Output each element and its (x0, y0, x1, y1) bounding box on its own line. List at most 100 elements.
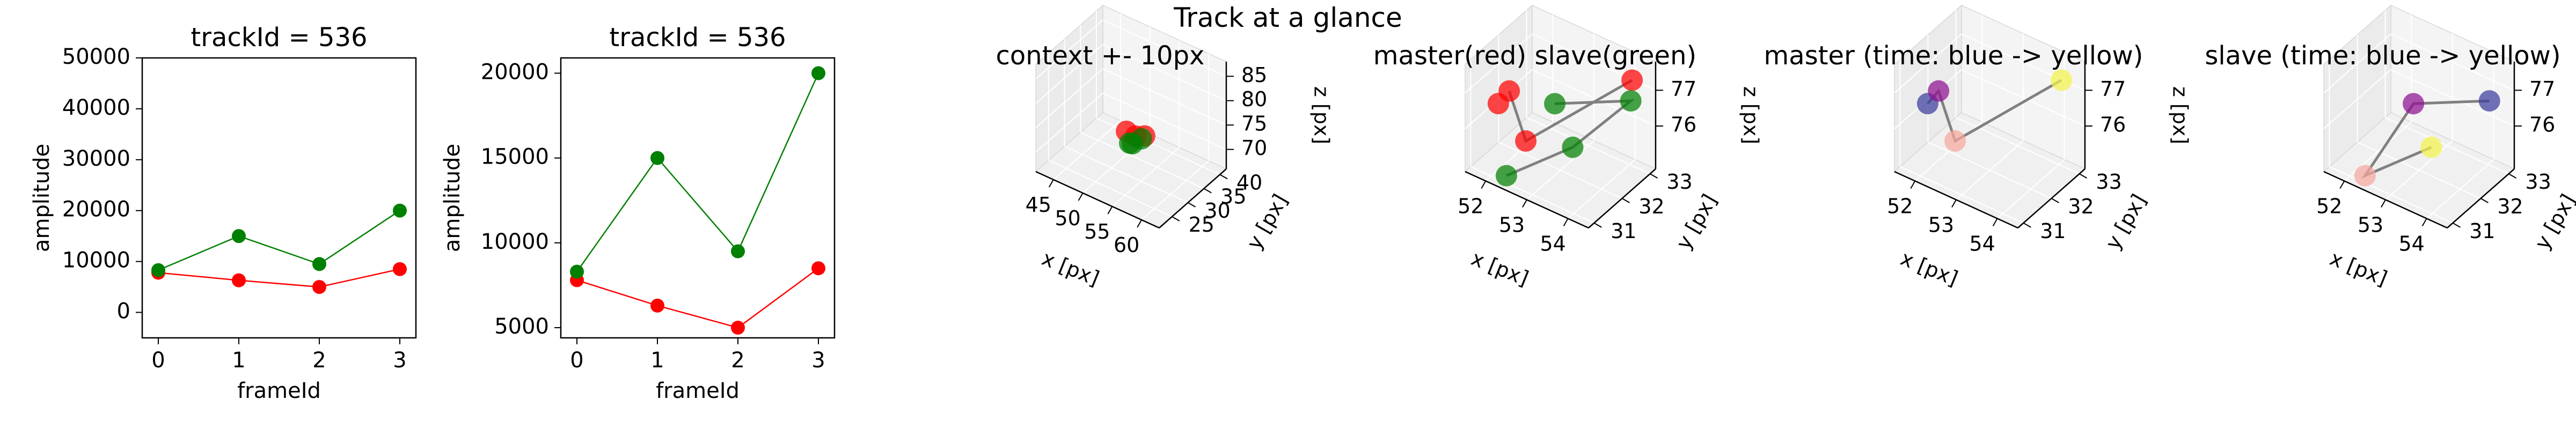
y-tick-mark (1219, 174, 1228, 180)
z-axis-label: z [px] (1310, 86, 1334, 144)
x-tick-label: 52 (1887, 195, 1913, 218)
z-tick-label: 76 (1671, 113, 1696, 137)
grid-line (1928, 142, 2052, 199)
chart-title: trackId = 536 (191, 23, 367, 53)
grid-line (2323, 69, 2391, 129)
y-axis-label: y [px] (2530, 190, 2576, 254)
x-tick-label: 53 (1499, 213, 1525, 237)
x-axis-label: x [px] (2326, 246, 2390, 290)
grid-line (2329, 166, 2453, 224)
y-tick-mark (2480, 198, 2489, 203)
x-tick-mark (1910, 181, 1916, 189)
series-0-point (811, 261, 825, 276)
data-point (1621, 69, 1643, 91)
grid-line (1498, 142, 1622, 199)
grid-line (1532, 69, 1656, 127)
x-tick-mark (2421, 218, 2427, 226)
y-axis-label: amplitude (30, 144, 54, 252)
x-tick-mark (1048, 179, 1054, 188)
y-tick-label: 31 (2040, 219, 2066, 243)
chart-title: master (time: blue -> yellow) (1764, 41, 2143, 71)
y-axis-label: y [px] (1242, 190, 1292, 254)
chart-title: context +- 10px (996, 41, 1205, 71)
data-point (1562, 136, 1584, 158)
grid-line (1035, 43, 1103, 104)
x-tick-label: 52 (2316, 195, 2342, 218)
x-tick-label: 1 (650, 348, 664, 373)
y-tick-label: 5000 (494, 314, 549, 339)
y-tick-label: 31 (1611, 219, 1636, 243)
grid-line (1053, 120, 1121, 180)
y-tick-mark (1203, 188, 1212, 194)
y-tick-mark (2452, 222, 2461, 228)
trajectory-1 (1505, 99, 1635, 177)
y-tick-label: 20000 (62, 197, 130, 222)
x-tick-label: 2 (312, 348, 326, 373)
grid-line (2385, 117, 2509, 175)
y-tick-label: 40000 (62, 95, 130, 120)
x-axis-label: frameId (237, 379, 321, 403)
grid-line (1080, 131, 1204, 189)
grid-line (2357, 142, 2481, 199)
x-tick-label: 55 (1084, 220, 1110, 243)
data-point (1495, 165, 1517, 187)
z-tick-label: 76 (2100, 113, 2126, 137)
z-tick-label: 77 (1671, 77, 1696, 101)
series-1-point (151, 263, 165, 277)
data-point (1487, 93, 1509, 115)
series-1-point (811, 66, 825, 80)
grid-line (1102, 92, 1227, 150)
data-point (1515, 130, 1537, 152)
z-tick-label: 85 (1241, 63, 1267, 87)
plot-frame (141, 57, 417, 339)
data-point (2354, 165, 2376, 187)
x-tick-label: 0 (151, 348, 165, 373)
data-point (1944, 130, 1966, 152)
trajectory-0 (2361, 99, 2490, 179)
grid-line (2390, 69, 2515, 127)
y-tick-mark (2023, 222, 2031, 228)
series-0-point (650, 298, 664, 313)
x-tick-label: 1 (232, 348, 245, 373)
chart-title: trackId = 536 (609, 23, 786, 53)
data-point (2420, 136, 2442, 158)
y-axis-line (1159, 168, 1227, 228)
x-tick-mark (1078, 193, 1084, 201)
x-tick-label: 53 (2358, 213, 2383, 237)
grid-line (1102, 68, 1227, 126)
plot-frame (560, 57, 836, 339)
grid-line (1102, 43, 1227, 101)
x-tick-mark (1992, 218, 1998, 226)
chart-title: slave (time: blue -> yellow) (2205, 41, 2560, 71)
series-1-point (731, 244, 745, 258)
grid-line (1894, 33, 1962, 94)
series-1-line (576, 72, 819, 272)
x-tick-label: 54 (1540, 232, 1565, 256)
x-tick-mark (1522, 199, 1527, 208)
y-axis-label: y [px] (2101, 190, 2151, 254)
amplitude-chart-2: trackId = 536 0 1 2 3 5000 10000 15000 20000 fram… (440, 23, 836, 403)
y-tick-label: 32 (2068, 195, 2094, 218)
grid-line (2390, 33, 2515, 91)
x-tick-label: 2 (731, 348, 744, 373)
chart-title: master(red) slave(green) (1373, 41, 1696, 71)
x-tick-label: 45 (1026, 193, 1051, 217)
y-tick-label: 0 (117, 299, 130, 324)
x-tick-mark (1563, 218, 1569, 226)
x-tick-mark (1481, 181, 1487, 189)
y-tick-label: 32 (2497, 195, 2523, 218)
x-axis-label: x [px] (1468, 246, 1532, 290)
grid-line (1961, 69, 2085, 127)
grid-line (1141, 160, 1209, 220)
grid-line (1035, 68, 1103, 128)
grid-line (1048, 160, 1173, 217)
x-tick-label: 54 (2398, 232, 2424, 256)
x-tick-mark (1951, 199, 1957, 208)
series-1-point (570, 264, 584, 279)
z-axis-label: z [px] (1739, 86, 1763, 144)
